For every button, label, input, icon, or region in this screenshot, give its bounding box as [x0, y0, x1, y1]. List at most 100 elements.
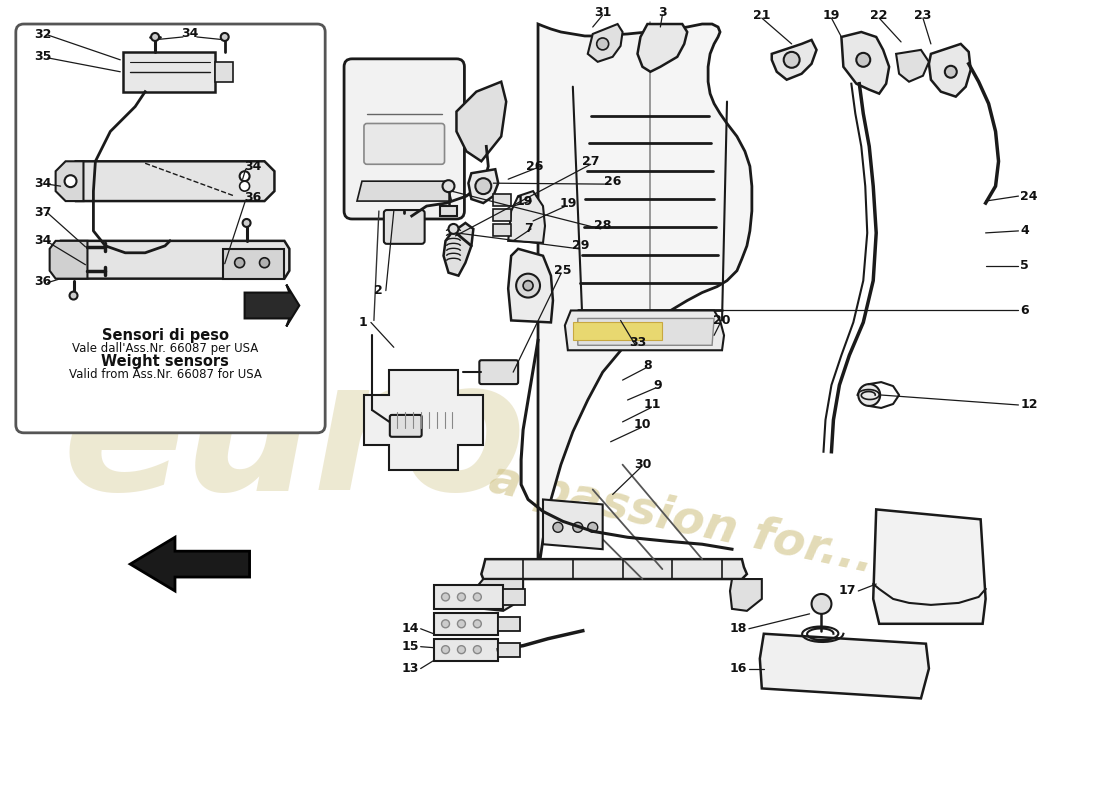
Circle shape: [553, 522, 563, 532]
Polygon shape: [358, 181, 451, 201]
Polygon shape: [456, 82, 506, 162]
Polygon shape: [573, 322, 662, 340]
Text: 29: 29: [572, 239, 590, 252]
Text: 13: 13: [402, 662, 419, 675]
Polygon shape: [760, 634, 928, 698]
Circle shape: [858, 384, 880, 406]
Text: 9: 9: [653, 378, 662, 391]
Circle shape: [260, 258, 270, 268]
Text: 25: 25: [554, 264, 572, 277]
Polygon shape: [440, 206, 458, 216]
Polygon shape: [364, 370, 483, 470]
Circle shape: [473, 593, 482, 601]
Circle shape: [240, 181, 250, 191]
Text: Sensori di peso: Sensori di peso: [101, 328, 229, 343]
Polygon shape: [433, 613, 498, 634]
Polygon shape: [896, 50, 928, 82]
Circle shape: [475, 178, 492, 194]
Text: 35: 35: [34, 50, 51, 63]
Polygon shape: [56, 241, 289, 278]
Polygon shape: [56, 162, 84, 201]
Polygon shape: [473, 579, 524, 611]
Circle shape: [221, 33, 229, 41]
Text: 31: 31: [594, 6, 612, 18]
Polygon shape: [638, 24, 688, 72]
Text: a passion for...: a passion for...: [485, 457, 879, 582]
Polygon shape: [214, 62, 233, 82]
Text: 21: 21: [754, 9, 771, 22]
Circle shape: [458, 646, 465, 654]
Polygon shape: [123, 52, 214, 92]
Polygon shape: [578, 318, 714, 346]
Polygon shape: [222, 249, 285, 278]
Polygon shape: [469, 170, 498, 203]
Text: 34: 34: [34, 177, 51, 190]
Polygon shape: [565, 310, 724, 350]
Text: 5: 5: [1021, 259, 1030, 272]
Text: Valid from Ass.Nr. 66087 for USA: Valid from Ass.Nr. 66087 for USA: [68, 368, 262, 381]
Text: 15: 15: [402, 640, 419, 653]
Polygon shape: [543, 499, 603, 549]
Polygon shape: [493, 209, 512, 221]
Text: 4: 4: [1021, 225, 1030, 238]
Circle shape: [441, 620, 450, 628]
Polygon shape: [433, 638, 498, 661]
Text: 22: 22: [870, 9, 888, 22]
Circle shape: [240, 171, 250, 181]
FancyBboxPatch shape: [389, 415, 421, 437]
Circle shape: [783, 52, 800, 68]
FancyBboxPatch shape: [364, 123, 444, 164]
Circle shape: [458, 620, 465, 628]
Text: 8: 8: [644, 358, 651, 372]
Text: 23: 23: [914, 9, 932, 22]
Text: 10: 10: [634, 418, 651, 431]
Text: 19: 19: [823, 9, 840, 22]
Text: 30: 30: [634, 458, 651, 471]
Text: 2: 2: [374, 284, 383, 297]
Circle shape: [473, 620, 482, 628]
Polygon shape: [130, 538, 250, 591]
Text: 32: 32: [34, 29, 51, 42]
Circle shape: [596, 38, 608, 50]
Circle shape: [573, 522, 583, 532]
Polygon shape: [772, 40, 816, 80]
Polygon shape: [842, 32, 889, 94]
Text: 37: 37: [34, 206, 51, 218]
Polygon shape: [498, 642, 520, 657]
Circle shape: [441, 646, 450, 654]
Polygon shape: [508, 249, 553, 322]
Circle shape: [243, 219, 251, 227]
Text: 1: 1: [359, 316, 367, 329]
Text: 12: 12: [1021, 398, 1038, 411]
Circle shape: [945, 66, 957, 78]
Text: Weight sensors: Weight sensors: [101, 354, 229, 369]
Text: 11: 11: [644, 398, 661, 411]
Polygon shape: [433, 585, 503, 609]
Text: 34: 34: [34, 234, 51, 247]
Circle shape: [449, 224, 459, 234]
Text: 27: 27: [582, 154, 600, 168]
Polygon shape: [482, 559, 747, 579]
Text: 16: 16: [729, 662, 747, 675]
Circle shape: [441, 593, 450, 601]
FancyBboxPatch shape: [344, 59, 464, 219]
FancyBboxPatch shape: [480, 360, 518, 384]
Text: 17: 17: [839, 585, 856, 598]
Polygon shape: [66, 162, 274, 201]
Polygon shape: [928, 44, 970, 97]
Text: Vale dall'Ass.Nr. 66087 per USA: Vale dall'Ass.Nr. 66087 per USA: [72, 342, 258, 354]
Polygon shape: [587, 24, 623, 62]
Text: 6: 6: [1021, 304, 1030, 317]
Circle shape: [69, 291, 77, 299]
Circle shape: [234, 258, 244, 268]
Polygon shape: [493, 224, 512, 236]
Text: 14: 14: [402, 622, 419, 635]
Text: 36: 36: [34, 275, 51, 288]
Text: 33: 33: [629, 336, 646, 349]
Circle shape: [524, 281, 534, 290]
Polygon shape: [508, 191, 544, 243]
Circle shape: [856, 53, 870, 66]
Polygon shape: [538, 24, 752, 574]
Text: 19: 19: [516, 194, 534, 207]
Polygon shape: [873, 510, 986, 624]
